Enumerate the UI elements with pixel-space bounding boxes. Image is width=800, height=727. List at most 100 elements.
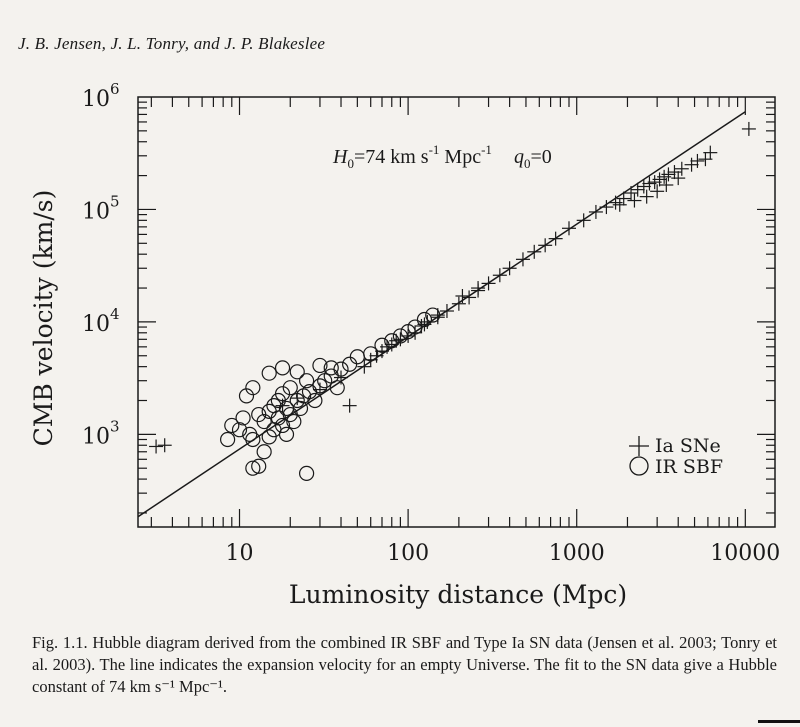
point-ia-sne	[462, 290, 477, 305]
x-axis-tick-labels: 10 100 1000 10000	[226, 541, 781, 566]
point-ia-sne	[703, 145, 718, 160]
point-ir-sbf	[274, 417, 291, 434]
point-ir-sbf	[282, 380, 298, 396]
annotation-exp1: -1	[429, 142, 440, 157]
point-ia-sne	[671, 171, 686, 186]
point-ia-sne	[624, 186, 639, 201]
point-ir-sbf	[274, 360, 291, 376]
point-ia-sne	[157, 438, 172, 453]
point-ia-sne	[588, 204, 603, 219]
legend-label-ir-sbf: IR SBF	[655, 456, 723, 478]
point-ir-sbf	[251, 458, 267, 474]
point-ir-sbf	[363, 346, 379, 362]
point-ir-sbf	[333, 361, 349, 377]
y-tick-label: 104	[82, 305, 120, 337]
annotation-q0-sub: 0	[524, 156, 531, 171]
point-ia-sne	[627, 193, 642, 208]
x-tick-label: 100	[387, 541, 429, 566]
point-ir-sbf	[292, 400, 309, 417]
point-ia-sne	[684, 157, 699, 172]
x-tick-label: 1000	[549, 541, 605, 566]
point-ir-sbf	[307, 392, 323, 409]
scan-artifact	[758, 720, 800, 723]
legend-plus-marker	[629, 436, 649, 456]
point-ir-sbf	[425, 307, 441, 323]
x-axis-ticks	[150, 97, 746, 527]
point-ir-sbf	[245, 380, 261, 396]
point-ir-sbf	[231, 422, 248, 438]
point-ia-sne	[630, 182, 645, 197]
point-ia-sne	[357, 359, 372, 374]
point-ia-sne	[312, 382, 327, 397]
point-ia-sne	[674, 161, 689, 176]
point-ia-sne	[576, 213, 591, 228]
point-ia-sne	[342, 398, 357, 413]
point-ia-sne	[661, 167, 676, 182]
point-ir-sbf	[256, 413, 272, 430]
point-ia-sne	[492, 268, 507, 283]
point-ir-sbf	[407, 319, 423, 335]
point-ia-sne	[439, 304, 454, 319]
y-axis-label: CMB velocity (km/s)	[29, 190, 58, 447]
point-ia-sne	[659, 177, 674, 192]
x-tick-label: 10	[226, 541, 254, 566]
point-ia-sne	[538, 238, 553, 253]
point-ia-sne	[502, 261, 517, 276]
point-ir-sbf	[220, 431, 236, 448]
point-ir-sbf	[299, 373, 315, 389]
point-ia-sne	[741, 121, 756, 136]
legend-label-ia-sne: Ia SNe	[655, 435, 721, 457]
point-ir-sbf	[235, 410, 251, 426]
svg-text:H0=74 km s-1 Mpc-1q0=0: H0=74 km s-1 Mpc-1 q0=0	[332, 142, 552, 171]
point-ir-sbf	[245, 431, 261, 448]
fit-line-group	[137, 111, 746, 518]
point-ir-sbf	[312, 378, 328, 394]
point-ia-sne	[650, 184, 665, 199]
point-ia-sne	[636, 179, 651, 194]
point-ia-sne	[639, 189, 654, 204]
point-ir-sbf	[374, 337, 390, 353]
point-ia-sne	[455, 288, 470, 303]
annotation-h0-sub: 0	[347, 156, 354, 171]
y-tick-label: 105	[82, 192, 120, 224]
point-ir-sbf	[299, 465, 315, 481]
legend-circle-marker	[629, 456, 649, 476]
point-ia-sne	[515, 252, 530, 267]
annotation-h0-symbol: H	[332, 146, 349, 168]
plot-border	[137, 96, 776, 528]
annotation-q0-symbol: q	[514, 146, 524, 168]
point-ia-sne	[451, 296, 466, 311]
point-ir-sbf	[312, 357, 328, 374]
point-ia-sne	[471, 281, 486, 296]
point-ia-sne	[616, 191, 631, 206]
x-tick-label: 10000	[710, 541, 780, 566]
fit-annotation: H0=74 km s-1 Mpc-1 q0=0	[332, 142, 552, 171]
data-points	[149, 121, 756, 481]
point-ir-sbf	[416, 311, 433, 328]
point-ir-sbf	[329, 380, 345, 396]
plot-frame	[137, 96, 776, 528]
point-ia-sne	[380, 339, 395, 354]
point-ir-sbf	[224, 417, 240, 434]
y-axis-tick-labels: 103 104 105 106	[82, 80, 120, 449]
x-axis-label: Luminosity distance (Mpc)	[289, 580, 627, 609]
point-ir-sbf	[286, 413, 302, 430]
annotation-exp2: -1	[481, 142, 492, 157]
point-ir-sbf	[384, 333, 400, 349]
point-ia-sne	[548, 231, 563, 246]
point-ia-sne	[561, 221, 576, 236]
point-ir-sbf	[289, 364, 305, 380]
y-tick-label: 103	[82, 417, 120, 449]
point-ia-sne	[667, 165, 682, 180]
point-ir-sbf	[278, 426, 295, 442]
point-ir-sbf	[342, 356, 358, 372]
point-ir-sbf	[261, 365, 277, 381]
annotation-unit: Mpc	[439, 146, 481, 168]
annotation-h0-value: =74 km s	[354, 146, 429, 168]
point-ir-sbf	[274, 386, 291, 402]
point-ia-sne	[599, 200, 614, 215]
y-axis-ticks	[138, 101, 775, 514]
point-ia-sne	[690, 153, 705, 168]
point-ia-sne	[612, 197, 627, 212]
